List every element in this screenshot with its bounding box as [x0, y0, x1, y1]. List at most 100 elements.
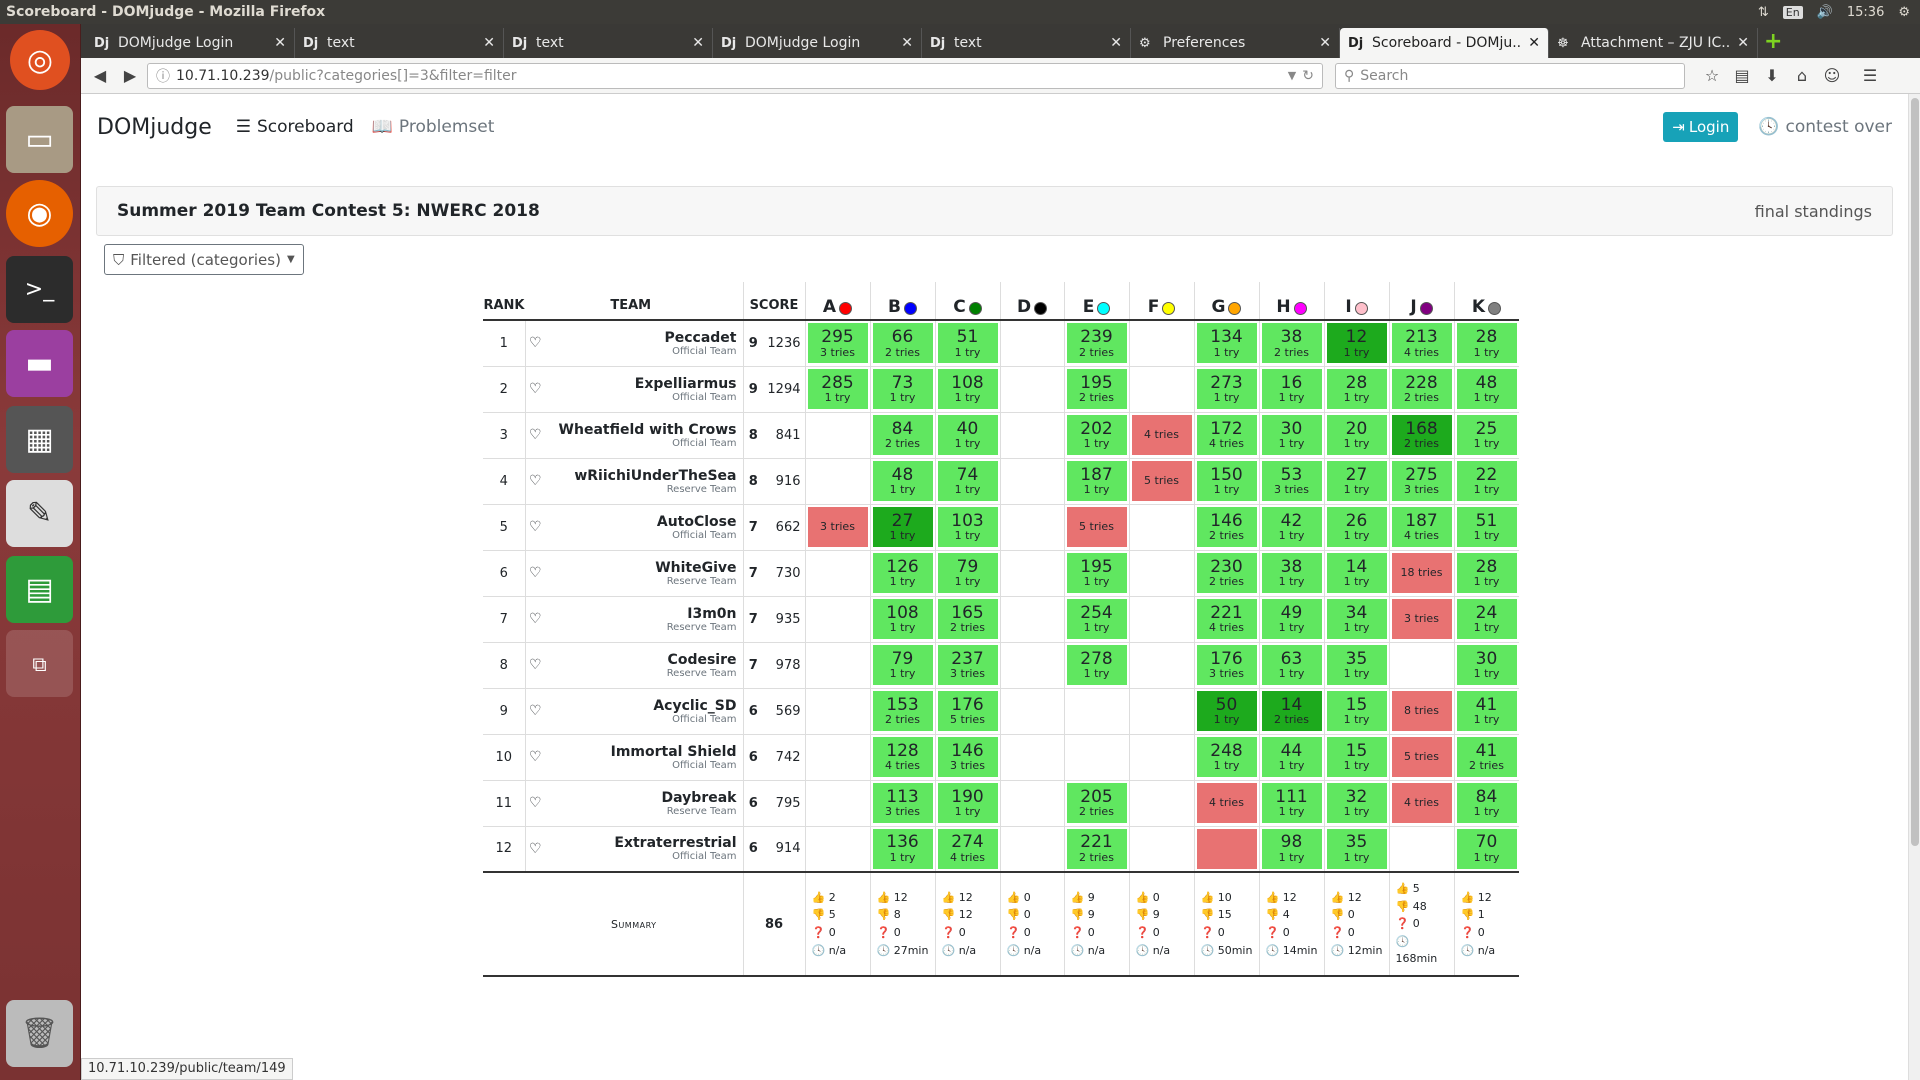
problem-result-cell[interactable]: 44 1 try: [1261, 737, 1322, 777]
scoreboard-row[interactable]: 7 ♡ I3m0n Reserve Team 7 935 108 1 try 165 2 trie…: [483, 595, 1519, 642]
browser-tab[interactable]: Dj text ✕: [295, 28, 504, 58]
page-scrollbar[interactable]: [1908, 94, 1920, 1080]
tab-close-icon[interactable]: ✕: [901, 35, 913, 51]
problem-result-cell[interactable]: 172 4 tries: [1196, 415, 1257, 455]
heart-icon[interactable]: ♡: [524, 503, 545, 550]
team-cell[interactable]: WhiteGive Reserve Team: [545, 549, 743, 596]
problem-result-cell[interactable]: 51 1 try: [1456, 507, 1517, 547]
scoreboard-row[interactable]: 6 ♡ WhiteGive Reserve Team 7 730 126 1 try 79 1 t…: [483, 549, 1519, 596]
tab-close-icon[interactable]: ✕: [1319, 35, 1331, 51]
problem-result-cell[interactable]: 3 tries: [807, 507, 868, 547]
problem-result-cell[interactable]: 4 tries: [1391, 783, 1452, 823]
problem-result-cell[interactable]: 248 1 try: [1196, 737, 1257, 777]
problem-result-cell[interactable]: 84 1 try: [1456, 783, 1517, 823]
problem-result-cell[interactable]: 30 1 try: [1261, 415, 1322, 455]
tab-close-icon[interactable]: ✕: [692, 35, 704, 51]
problem-result-cell[interactable]: 30 1 try: [1456, 645, 1517, 685]
problem-result-cell[interactable]: 128 4 tries: [872, 737, 933, 777]
heart-icon[interactable]: ♡: [524, 825, 545, 872]
problem-result-cell[interactable]: 84 2 tries: [872, 415, 933, 455]
problem-result-cell[interactable]: 63 1 try: [1261, 645, 1322, 685]
scoreboard-row[interactable]: 5 ♡ AutoClose Official Team 7 662 3 tries 27 1 t…: [483, 503, 1519, 550]
forward-icon[interactable]: ▶: [123, 66, 137, 85]
problem-result-cell[interactable]: 38 1 try: [1261, 553, 1322, 593]
url-bar[interactable]: ⓘ 10.71.10.239/public?categories[]=3&fil…: [147, 62, 1323, 89]
clock[interactable]: 15:36: [1846, 4, 1885, 20]
problem-result-cell[interactable]: 168 2 tries: [1391, 415, 1452, 455]
team-cell[interactable]: Daybreak Reserve Team: [545, 779, 743, 826]
problem-header-j[interactable]: J: [1388, 282, 1454, 321]
reload-icon[interactable]: ↻: [1302, 67, 1314, 84]
heart-icon[interactable]: ♡: [524, 595, 545, 642]
problem-header-g[interactable]: G: [1193, 282, 1259, 321]
heart-icon[interactable]: ♡: [524, 641, 545, 688]
problem-result-cell[interactable]: 16 1 try: [1261, 369, 1322, 409]
problem-result-cell[interactable]: 275 3 tries: [1391, 461, 1452, 501]
problem-result-cell[interactable]: 20 1 try: [1326, 415, 1387, 455]
problem-result-cell[interactable]: 14 1 try: [1326, 553, 1387, 593]
problem-result-cell[interactable]: 79 1 try: [872, 645, 933, 685]
problem-result-cell[interactable]: 98 1 try: [1261, 828, 1322, 869]
browser-tab[interactable]: Dj Scoreboard - DOMju... ✕: [1340, 28, 1549, 58]
problem-result-cell[interactable]: 5 tries: [1391, 737, 1452, 777]
problem-result-cell[interactable]: 14 2 tries: [1261, 691, 1322, 731]
scoreboard-row[interactable]: 3 ♡ Wheatfield with Crows Official Team 8 841…: [483, 411, 1519, 458]
problem-header-d[interactable]: D: [999, 282, 1064, 321]
tab-close-icon[interactable]: ✕: [1110, 35, 1122, 51]
new-tab-button[interactable]: +: [1764, 28, 1783, 54]
problem-result-cell[interactable]: 153 2 tries: [872, 691, 933, 731]
browser-tab[interactable]: ⚙ Preferences ✕: [1131, 28, 1340, 58]
problem-result-cell[interactable]: 108 1 try: [937, 369, 998, 409]
problem-result-cell[interactable]: 48 1 try: [872, 461, 933, 501]
bookmark-star-icon[interactable]: ☆: [1704, 66, 1720, 85]
team-cell[interactable]: Peccadet Official Team: [545, 319, 743, 366]
problem-result-cell[interactable]: 146 2 tries: [1196, 507, 1257, 547]
problem-result-cell[interactable]: 32 1 try: [1326, 783, 1387, 823]
scoreboard-row[interactable]: 4 ♡ wRiichiUnderTheSea Reserve Team 8 916 48 1 …: [483, 457, 1519, 504]
browser-tab[interactable]: ☸ Attachment – ZJU IC... ✕: [1549, 28, 1758, 58]
problem-result-cell[interactable]: 239 2 tries: [1066, 323, 1127, 364]
heart-icon[interactable]: ♡: [524, 733, 545, 780]
browser-tab[interactable]: Dj text ✕: [922, 28, 1131, 58]
browser-tab[interactable]: Dj DOMjudge Login ✕: [86, 28, 295, 58]
team-cell[interactable]: wRiichiUnderTheSea Reserve Team: [545, 457, 743, 504]
files-icon[interactable]: ▭: [6, 106, 73, 173]
problem-result-cell[interactable]: 27 1 try: [1326, 461, 1387, 501]
problem-result-cell[interactable]: 74 1 try: [937, 461, 998, 501]
team-cell[interactable]: Acyclic_SD Official Team: [545, 687, 743, 734]
window-switcher-icon[interactable]: ⧉: [6, 630, 73, 697]
problem-result-cell[interactable]: [1196, 828, 1257, 869]
problem-result-cell[interactable]: 25 1 try: [1456, 415, 1517, 455]
team-cell[interactable]: Codesire Reserve Team: [545, 641, 743, 688]
workspace-icon[interactable]: ▬: [6, 330, 73, 397]
problem-result-cell[interactable]: 237 3 tries: [937, 645, 998, 685]
scoreboard-row[interactable]: 1 ♡ Peccadet Official Team 9 1236 295 3 tries 66…: [483, 319, 1519, 366]
problem-result-cell[interactable]: 24 1 try: [1456, 599, 1517, 639]
firefox-icon[interactable]: ◉: [6, 180, 73, 247]
problem-result-cell[interactable]: 195 2 tries: [1066, 369, 1127, 409]
team-cell[interactable]: AutoClose Official Team: [545, 503, 743, 550]
problem-result-cell[interactable]: 187 1 try: [1066, 461, 1127, 501]
problem-result-cell[interactable]: 202 1 try: [1066, 415, 1127, 455]
problem-header-c[interactable]: C: [934, 282, 1000, 321]
problem-result-cell[interactable]: 278 1 try: [1066, 645, 1127, 685]
problem-result-cell[interactable]: 28 1 try: [1456, 323, 1517, 364]
problem-result-cell[interactable]: 12 1 try: [1326, 323, 1387, 364]
problem-result-cell[interactable]: 165 2 tries: [937, 599, 998, 639]
problem-header-h[interactable]: H: [1258, 282, 1324, 321]
team-cell[interactable]: Extraterrestrial Official Team: [545, 825, 743, 872]
problem-result-cell[interactable]: 15 1 try: [1326, 737, 1387, 777]
nav-problemset-link[interactable]: 📖 Problemset: [372, 117, 495, 137]
scoreboard-row[interactable]: 2 ♡ Expelliarmus Official Team 9 1294 285 1 try…: [483, 365, 1519, 412]
brand-logo[interactable]: DOMjudge: [97, 114, 212, 140]
heart-icon[interactable]: ♡: [524, 365, 545, 412]
heart-icon[interactable]: ♡: [524, 687, 545, 734]
filter-dropdown-button[interactable]: ⛉ Filtered (categories) ▼: [104, 244, 304, 275]
team-cell[interactable]: Wheatfield with Crows Official Team: [545, 411, 743, 458]
reading-list-icon[interactable]: ▤: [1734, 66, 1750, 85]
problem-result-cell[interactable]: 228 2 tries: [1391, 369, 1452, 409]
team-cell[interactable]: I3m0n Reserve Team: [545, 595, 743, 642]
problem-result-cell[interactable]: 190 1 try: [937, 783, 998, 823]
problem-result-cell[interactable]: 195 1 try: [1066, 553, 1127, 593]
problem-result-cell[interactable]: 42 1 try: [1261, 507, 1322, 547]
